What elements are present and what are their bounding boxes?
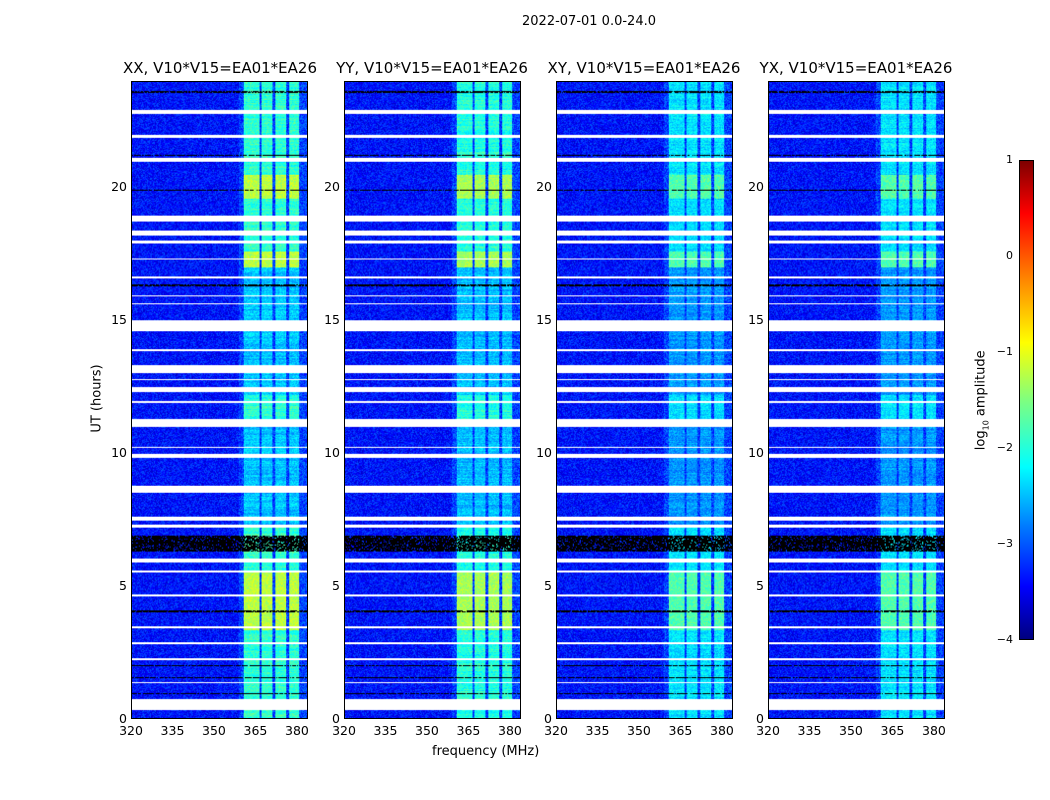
x-tick-label: 320 <box>756 723 780 738</box>
y-tick-label: 20 <box>324 179 340 195</box>
heatmap-canvas <box>132 82 307 718</box>
heatmap-panel-yy <box>344 81 521 719</box>
y-tick-label: 15 <box>536 312 552 328</box>
y-axis-label: UT (hours) <box>89 364 105 433</box>
y-tick-label: 15 <box>324 312 340 328</box>
colorbar-label: log10 amplitude <box>974 350 991 450</box>
x-tick-label: 380 <box>922 723 946 738</box>
x-tick-label: 380 <box>498 723 522 738</box>
x-tick-label: 365 <box>668 723 693 738</box>
panel-title-xy: XY, V10*V15=EA01*EA26 <box>547 59 741 77</box>
y-tick-label: 15 <box>111 312 127 328</box>
y-tick-label: 20 <box>111 179 127 195</box>
x-tick-label: 350 <box>202 723 226 738</box>
y-tick-label: 5 <box>544 578 552 594</box>
x-tick-label: 365 <box>243 723 268 738</box>
x-tick-label: 320 <box>544 723 568 738</box>
y-tick-label: 5 <box>756 578 764 594</box>
x-tick-label: 350 <box>839 723 863 738</box>
colorbar-tick-label: −3 <box>996 537 1013 550</box>
y-tick-label: 0 <box>756 711 764 726</box>
x-tick-label: 335 <box>797 723 822 738</box>
x-tick-label: 365 <box>456 723 481 738</box>
x-tick-label: 350 <box>415 723 439 738</box>
x-tick-label: 320 <box>119 723 143 738</box>
x-tick-label: 365 <box>880 723 905 738</box>
heatmap-panel-xy <box>556 81 733 719</box>
y-tick-label: 5 <box>119 578 127 594</box>
x-tick-label: 380 <box>285 723 309 738</box>
colorbar-tick-label: −4 <box>996 633 1013 646</box>
heatmap-panel-yx <box>768 81 945 719</box>
heatmap-canvas <box>345 82 520 718</box>
y-tick-label: 10 <box>111 445 127 461</box>
colorbar-tick-label: −1 <box>996 345 1013 358</box>
y-tick-label: 5 <box>332 578 340 594</box>
y-tick-label: 10 <box>324 445 340 461</box>
colorbar <box>1019 160 1034 640</box>
heatmap-canvas <box>769 82 944 718</box>
colorbar-tick-label: −2 <box>996 441 1013 454</box>
colorbar-label-base: 10 <box>981 420 991 431</box>
figure-title: 2022-07-01 0.0-24.0 <box>522 14 656 29</box>
colorbar-tick-label: 0 <box>1006 249 1013 262</box>
heatmap-canvas <box>557 82 732 718</box>
x-tick-label: 335 <box>160 723 185 738</box>
y-tick-label: 10 <box>748 445 764 461</box>
colorbar-label-rest: amplitude <box>973 350 989 421</box>
y-tick-label: 20 <box>536 179 552 195</box>
y-tick-label: 0 <box>332 711 340 726</box>
x-tick-label: 335 <box>585 723 610 738</box>
x-tick-label: 320 <box>332 723 356 738</box>
x-axis-label: frequency (MHz) <box>432 744 540 759</box>
y-tick-label: 20 <box>748 179 764 195</box>
y-tick-label: 0 <box>544 711 552 726</box>
y-tick-label: 10 <box>536 445 552 461</box>
panel-title-xx: XX, V10*V15=EA01*EA26 <box>122 59 317 77</box>
colorbar-tick-label: 1 <box>1006 153 1013 166</box>
colorbar-label-log: log <box>973 430 989 451</box>
y-tick-label: 0 <box>119 711 127 726</box>
x-tick-label: 350 <box>627 723 651 738</box>
x-tick-label: 335 <box>373 723 398 738</box>
panel-title-yx: YX, V10*V15=EA01*EA26 <box>759 59 953 77</box>
x-tick-label: 380 <box>710 723 734 738</box>
heatmap-panel-xx <box>131 81 308 719</box>
y-tick-label: 15 <box>748 312 764 328</box>
panel-title-yy: YY, V10*V15=EA01*EA26 <box>336 59 528 77</box>
